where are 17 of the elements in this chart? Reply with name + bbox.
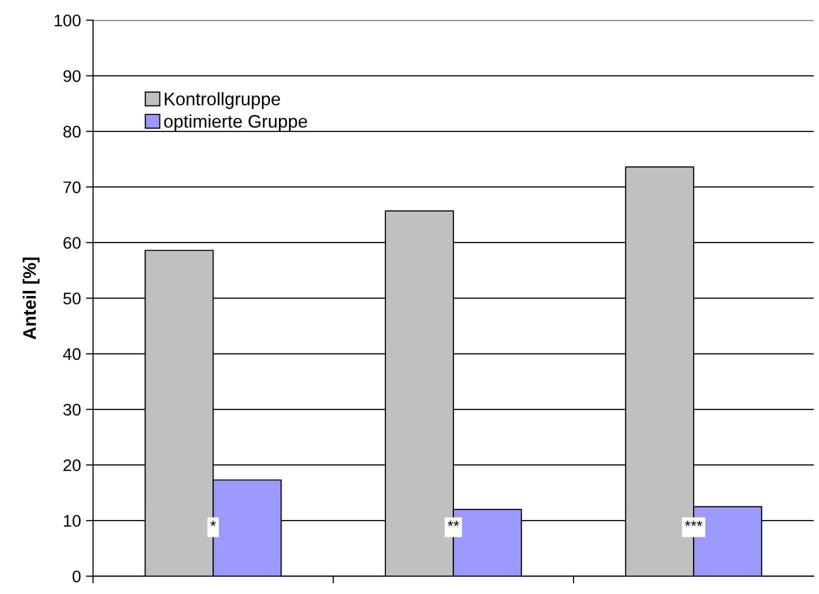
y-tick-label: 70 [64, 181, 81, 194]
y-tick-label: 20 [64, 459, 81, 472]
y-tick-label: 60 [64, 236, 81, 249]
y-tick-label: 90 [63, 70, 81, 82]
legend-label: Kontrollgruppe [164, 92, 280, 109]
y-tick-label: 0 [72, 570, 81, 582]
y-tick-label: 50 [63, 292, 81, 304]
y-tick-label: 40 [63, 348, 81, 360]
annotation: ** [448, 520, 460, 526]
y-axis-title: Anteil [%] [22, 258, 40, 340]
legend-label: optimierte Gruppe [164, 114, 308, 132]
y-tick-label: 100 [54, 14, 81, 26]
annotation: * [210, 520, 216, 526]
y-tick-label: 80 [63, 126, 81, 138]
annotation: *** [684, 520, 702, 526]
y-tick-label: 10 [64, 514, 81, 527]
y-tick-label: 30 [63, 404, 81, 416]
